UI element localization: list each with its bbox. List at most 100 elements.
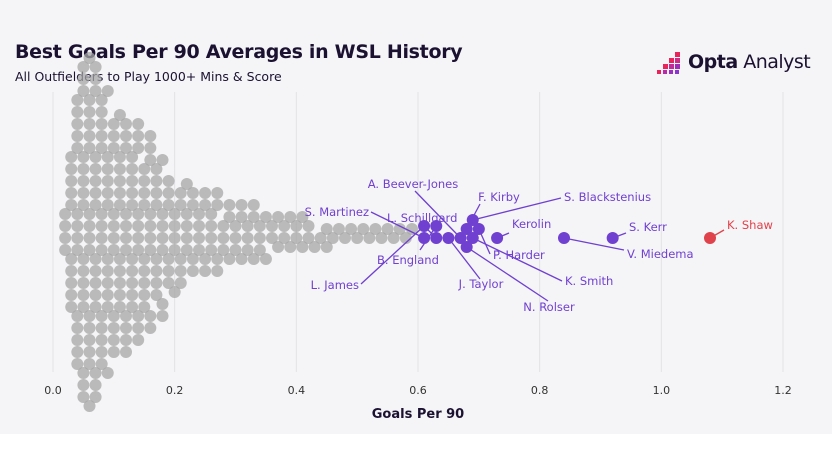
- player-dot: [65, 301, 78, 313]
- player-dot: [144, 154, 157, 166]
- leader-line: [466, 246, 549, 302]
- leader-line: [360, 225, 425, 285]
- player-dot: [113, 265, 126, 277]
- player-dot: [59, 208, 72, 220]
- highlighted-player-dot: [466, 214, 479, 226]
- player-dot: [259, 253, 272, 265]
- player-dot: [113, 163, 126, 175]
- player-dot: [168, 244, 181, 256]
- player-dot: [65, 151, 78, 163]
- player-dot: [229, 220, 242, 232]
- player-dot: [89, 253, 102, 265]
- player-dot: [77, 265, 90, 277]
- player-dot: [71, 220, 84, 232]
- player-dot: [229, 232, 242, 244]
- player-dot: [95, 130, 108, 142]
- player-dot: [59, 244, 72, 256]
- highlighted-player-dot: [491, 232, 504, 244]
- player-dot: [77, 73, 90, 85]
- player-dot: [253, 232, 266, 244]
- player-dot: [241, 220, 254, 232]
- player-dot: [193, 244, 205, 256]
- x-tick-label: 0.2: [166, 384, 184, 397]
- player-dot: [126, 175, 139, 187]
- player-dot: [320, 223, 333, 235]
- player-dot: [83, 106, 96, 118]
- player-dot: [138, 301, 151, 313]
- player-dot: [89, 277, 102, 289]
- player-dot: [77, 61, 90, 73]
- player-dot: [132, 322, 145, 334]
- player-dot: [132, 208, 145, 220]
- player-dot: [132, 220, 145, 232]
- player-dot: [101, 265, 114, 277]
- player-dot: [107, 142, 120, 154]
- player-dot: [71, 208, 84, 220]
- player-dot: [65, 163, 78, 175]
- player-dot: [71, 358, 84, 370]
- player-label: Kerolin: [512, 217, 551, 231]
- player-dot: [77, 289, 90, 301]
- player-dot: [89, 391, 102, 403]
- player-dot: [89, 187, 102, 199]
- player-dot: [138, 289, 151, 301]
- player-dot: [107, 334, 120, 346]
- player-dot: [107, 310, 120, 322]
- x-tick-label: 0.8: [531, 384, 549, 397]
- player-dot: [308, 241, 321, 253]
- player-dot: [302, 232, 315, 244]
- player-dot: [132, 118, 145, 130]
- player-dot: [363, 232, 376, 244]
- player-dot: [150, 277, 163, 289]
- player-dot: [89, 175, 102, 187]
- player-dot: [71, 346, 84, 358]
- player-dot: [126, 289, 139, 301]
- player-dot: [205, 220, 218, 232]
- player-dot: [126, 301, 139, 313]
- player-dot: [296, 211, 309, 223]
- player-dot: [138, 265, 151, 277]
- player-dot: [101, 85, 114, 97]
- player-dot: [290, 232, 303, 244]
- player-dot: [120, 142, 132, 154]
- player-dot: [83, 52, 96, 64]
- player-dot: [77, 199, 90, 211]
- player-dot: [180, 220, 193, 232]
- player-dot: [113, 109, 126, 121]
- player-dot: [302, 220, 315, 232]
- player-dot: [211, 199, 224, 211]
- opta-analyst-logo: Opta Analyst: [657, 49, 811, 79]
- player-label: K. Smith: [565, 274, 613, 288]
- player-dot: [320, 241, 333, 253]
- player-dot: [138, 253, 151, 265]
- leader-line: [563, 237, 625, 251]
- player-dot: [199, 265, 212, 277]
- player-label: L. Schillgard: [387, 211, 457, 225]
- player-label: S. Blackstenius: [564, 190, 651, 204]
- player-dot: [71, 118, 84, 130]
- player-dot: [150, 199, 163, 211]
- player-dot: [284, 211, 297, 223]
- highlighted-player-dot: [418, 220, 431, 232]
- player-dot: [211, 187, 224, 199]
- highlighted-player-dot: [418, 232, 431, 244]
- player-dot: [113, 151, 126, 163]
- player-dot: [113, 301, 126, 313]
- player-dot: [138, 199, 151, 211]
- player-dot: [95, 220, 108, 232]
- player-dot: [59, 232, 72, 244]
- highlighted-player-dot: [430, 220, 443, 232]
- player-dot: [339, 232, 351, 244]
- player-dot: [89, 289, 102, 301]
- player-dot: [89, 163, 102, 175]
- player-dot: [77, 163, 90, 175]
- player-dot: [101, 367, 114, 379]
- player-dot: [95, 322, 108, 334]
- player-dot: [113, 187, 126, 199]
- player-dot: [65, 175, 78, 187]
- player-dot: [150, 163, 163, 175]
- player-dot: [83, 130, 96, 142]
- player-dot: [77, 85, 90, 97]
- player-dot: [83, 334, 96, 346]
- player-dot: [126, 151, 139, 163]
